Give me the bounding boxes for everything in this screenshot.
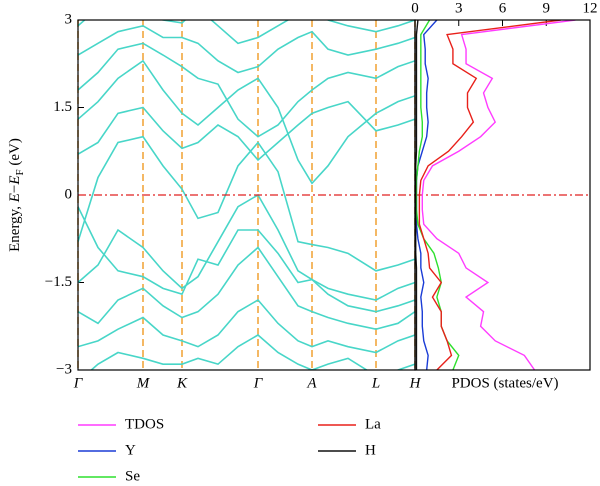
x-tick-label: 9	[543, 0, 551, 16]
y-axis-title: Energy, E−EF (eV)	[7, 138, 25, 252]
x-tick-label: 6	[499, 0, 507, 16]
y-tick-label: −1.5	[45, 274, 72, 290]
y-tick-label: 1.5	[53, 99, 72, 115]
band	[78, 20, 415, 45]
band	[90, 334, 415, 370]
x-tick-label: 0	[411, 0, 419, 16]
y-tick-label: 3	[65, 11, 73, 27]
band	[78, 206, 415, 313]
legend-label: Y	[125, 442, 136, 458]
x-tick-label: Γ	[253, 375, 264, 391]
band	[78, 100, 415, 162]
band	[78, 42, 415, 138]
band	[78, 246, 415, 330]
x-tick-label: L	[371, 375, 380, 391]
dos-line	[421, 20, 576, 370]
x-axis-title: PDOS (states/eV)	[451, 375, 558, 391]
y-tick-label: 0	[65, 186, 73, 202]
legend-label: H	[365, 442, 376, 458]
x-tick-label: H	[409, 375, 422, 391]
dos-line	[418, 20, 561, 370]
legend-label: TDOS	[125, 416, 164, 432]
band	[78, 298, 415, 354]
x-tick-label: A	[306, 375, 317, 391]
x-tick-label: 3	[455, 0, 463, 16]
x-tick-label: M	[136, 375, 151, 391]
legend-label: Se	[125, 468, 140, 484]
plot-frame	[414, 19, 591, 371]
x-tick-label: K	[176, 375, 188, 391]
band	[78, 193, 415, 301]
band	[78, 59, 415, 185]
x-tick-label: 12	[583, 0, 598, 16]
y-tick-label: −3	[56, 361, 72, 377]
band	[78, 24, 415, 74]
legend-label: La	[365, 416, 381, 432]
dos-line	[415, 20, 419, 370]
x-tick-label: Γ	[73, 375, 84, 391]
band	[78, 135, 415, 272]
